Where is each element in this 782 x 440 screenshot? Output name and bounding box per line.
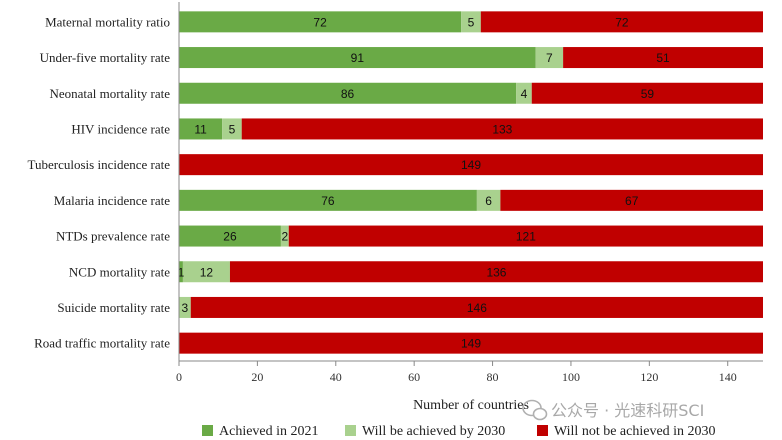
category-label-tuberculosis-incidence-rate: Tuberculosis incidence rate (28, 157, 171, 172)
bar-will-achieve-ntds-prevalence-rate (280, 225, 289, 247)
bars-group (179, 11, 764, 354)
legend-swatch-will-achieve (345, 425, 356, 436)
bar-achieved-ntds-prevalence-rate (179, 225, 281, 247)
data-label-not-achieved-ntds-prevalence-rate: 121 (516, 230, 536, 244)
data-label-not-achieved-tuberculosis-incidence-rate: 149 (461, 158, 481, 172)
legend: Achieved in 2021 Will be achieved by 203… (202, 424, 716, 439)
watermark: 公众号 · 光速科研SCI (522, 399, 704, 421)
data-label-will-achieve-maternal-mortality-ratio: 5 (468, 15, 475, 29)
bar-not-achieved-malaria-incidence-rate (500, 189, 763, 211)
data-label-will-achieve-suicide-mortality-rate: 3 (182, 301, 189, 315)
category-label-under-five-mortality-rate: Under-five mortality rate (40, 50, 171, 65)
category-label-ncd-mortality-rate: NCD mortality rate (69, 264, 170, 279)
data-label-will-achieve-ntds-prevalence-rate: 2 (281, 230, 288, 244)
bar-will-achieve-ncd-mortality-rate (182, 261, 230, 283)
bar-will-achieve-under-five-mortality-rate (535, 47, 564, 69)
bar-not-achieved-under-five-mortality-rate (563, 47, 763, 69)
data-label-not-achieved-suicide-mortality-rate: 146 (467, 301, 487, 315)
data-labels-group: 72 5 72 91 7 51 86 4 59 11 5 133 149 76 6 67 26 2 121 1 12 13… (178, 15, 670, 350)
category-label-malaria-incidence-rate: Malaria incidence rate (54, 193, 170, 208)
bar-not-achieved-hiv-incidence-rate (241, 118, 763, 140)
bar-not-achieved-ncd-mortality-rate (229, 261, 764, 283)
x-tick-label-0: 0 (176, 370, 182, 384)
bar-achieved-malaria-incidence-rate (179, 189, 477, 211)
category-label-ntds-prevalence-rate: NTDs prevalence rate (56, 229, 170, 244)
data-label-will-achieve-hiv-incidence-rate: 5 (229, 122, 236, 136)
x-tick-label-40: 40 (330, 370, 342, 384)
x-tick-label-60: 60 (408, 370, 420, 384)
bar-achieved-hiv-incidence-rate (179, 118, 223, 140)
data-label-achieved-maternal-mortality-ratio: 72 (313, 15, 327, 29)
category-label-road-traffic-mortality-rate: Road traffic mortality rate (34, 336, 170, 351)
bar-not-achieved-maternal-mortality-ratio (480, 11, 763, 33)
x-axis-title: Number of countries (413, 398, 529, 413)
data-label-not-achieved-hiv-incidence-rate: 133 (492, 122, 512, 136)
data-label-will-achieve-ncd-mortality-rate: 12 (200, 265, 214, 279)
data-label-not-achieved-malaria-incidence-rate: 67 (625, 194, 639, 208)
x-tick-label-20: 20 (251, 370, 263, 384)
x-tick-label-120: 120 (640, 370, 658, 384)
bar-not-achieved-road-traffic-mortality-rate (179, 332, 763, 354)
data-label-achieved-hiv-incidence-rate: 11 (194, 122, 207, 136)
data-label-not-achieved-maternal-mortality-ratio: 72 (615, 15, 629, 29)
legend-swatch-achieved (202, 425, 213, 436)
bar-will-achieve-neonatal-mortality-rate (516, 82, 532, 104)
data-label-achieved-under-five-mortality-rate: 91 (351, 51, 365, 65)
x-axis: 0 20 40 60 80 100 120 140 (176, 2, 763, 384)
x-tick-label-140: 140 (719, 370, 737, 384)
legend-swatch-not-achieved (537, 425, 548, 436)
data-label-not-achieved-neonatal-mortality-rate: 59 (641, 87, 655, 101)
bar-will-achieve-maternal-mortality-ratio (461, 11, 481, 33)
wechat-icon (522, 399, 548, 421)
bar-not-achieved-ntds-prevalence-rate (288, 225, 763, 247)
bar-not-achieved-suicide-mortality-rate (190, 296, 763, 318)
data-label-not-achieved-under-five-mortality-rate: 51 (656, 51, 670, 65)
data-label-will-achieve-neonatal-mortality-rate: 4 (521, 87, 528, 101)
bar-achieved-under-five-mortality-rate (179, 47, 536, 69)
bar-not-achieved-tuberculosis-incidence-rate (179, 154, 763, 176)
data-label-achieved-ntds-prevalence-rate: 26 (223, 230, 237, 244)
data-label-achieved-malaria-incidence-rate: 76 (321, 194, 335, 208)
bar-not-achieved-neonatal-mortality-rate (531, 82, 763, 104)
category-label-neonatal-mortality-rate: Neonatal mortality rate (49, 86, 170, 101)
category-label-suicide-mortality-rate: Suicide mortality rate (57, 300, 170, 315)
category-label-hiv-incidence-rate: HIV incidence rate (71, 121, 170, 136)
category-label-maternal-mortality-ratio: Maternal mortality ratio (45, 14, 170, 29)
data-label-not-achieved-ncd-mortality-rate: 136 (486, 265, 506, 279)
data-label-will-achieve-under-five-mortality-rate: 7 (546, 51, 553, 65)
legend-label-achieved: Achieved in 2021 (219, 424, 319, 439)
data-label-achieved-neonatal-mortality-rate: 86 (341, 87, 355, 101)
bar-achieved-maternal-mortality-ratio (179, 11, 462, 33)
bar-achieved-ncd-mortality-rate (179, 261, 183, 283)
legend-label-will-achieve: Will be achieved by 2030 (362, 424, 505, 439)
data-label-achieved-ncd-mortality-rate: 1 (178, 265, 185, 279)
x-tick-label-80: 80 (487, 370, 499, 384)
category-labels-group: Maternal mortality ratio Under-five morta… (28, 14, 171, 350)
bar-will-achieve-suicide-mortality-rate (179, 296, 191, 318)
legend-label-not-achieved: Will not be achieved in 2030 (554, 424, 716, 439)
data-label-will-achieve-malaria-incidence-rate: 6 (485, 194, 492, 208)
bar-achieved-neonatal-mortality-rate (179, 82, 517, 104)
data-label-not-achieved-road-traffic-mortality-rate: 149 (461, 337, 481, 351)
watermark-text: 公众号 · 光速科研SCI (551, 401, 704, 420)
x-tick-label-100: 100 (562, 370, 580, 384)
bar-will-achieve-malaria-incidence-rate (476, 189, 501, 211)
bar-will-achieve-hiv-incidence-rate (222, 118, 242, 140)
